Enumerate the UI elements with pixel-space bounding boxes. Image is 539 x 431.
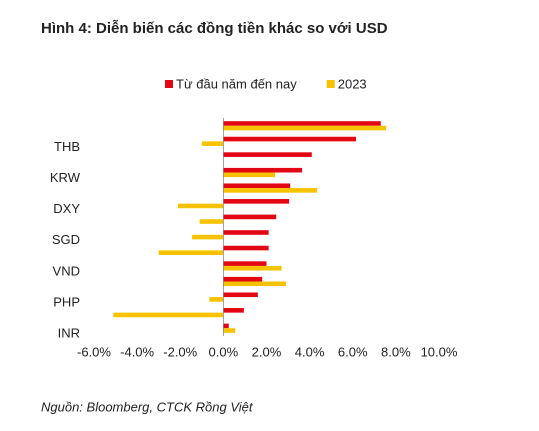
bar (223, 167, 303, 173)
legend-label: 2023 (338, 76, 367, 91)
bar (223, 328, 236, 333)
y-tick-label: DXY (53, 201, 80, 216)
bar (223, 125, 387, 131)
x-tick-label: 6.0% (338, 344, 368, 359)
bar (223, 308, 244, 313)
source: Nguồn: Bloomberg, CTCK Rồng Việt (41, 399, 254, 414)
y-tick-label: THB (54, 139, 80, 154)
y-tick-label: PHP (53, 295, 80, 310)
bar (223, 121, 381, 126)
bar (223, 172, 276, 178)
y-tick-label: INR (58, 326, 80, 341)
x-tick-label: 10.0% (421, 344, 458, 359)
bar (223, 183, 291, 189)
legend-swatch (165, 80, 173, 88)
x-tick-label: -6.0% (77, 344, 111, 359)
x-tick-label: 8.0% (381, 344, 411, 359)
x-tick-label: -4.0% (120, 344, 154, 359)
bar (223, 230, 269, 235)
bar (178, 203, 224, 209)
legend-swatch (326, 80, 335, 88)
bar (223, 265, 282, 271)
bar (223, 245, 269, 251)
chart-title: Hình 4: Diễn biến các đồng tiền khác so … (41, 20, 388, 37)
bar (113, 312, 224, 318)
bar (223, 188, 318, 193)
bar (223, 152, 312, 157)
bar (223, 261, 267, 266)
bar (223, 214, 277, 220)
bar (223, 323, 229, 329)
bar (209, 297, 224, 302)
y-tick-label: VND (53, 263, 80, 278)
bar (199, 219, 224, 224)
x-tick-label: 2.0% (252, 344, 282, 359)
bar (192, 234, 224, 240)
bar (223, 276, 263, 282)
y-tick-label: KRW (50, 170, 81, 185)
bar (223, 281, 286, 287)
x-tick-label: -2.0% (163, 344, 197, 359)
y-tick-label: SGD (52, 232, 80, 247)
bar (158, 250, 224, 255)
bar (223, 292, 258, 298)
x-tick-label: 4.0% (295, 344, 325, 359)
bar (201, 141, 224, 146)
legend-label: Từ đầu năm đến nay (176, 76, 297, 91)
bar (223, 199, 290, 204)
x-tick-label: 0.0% (209, 344, 239, 359)
bar (223, 136, 356, 142)
